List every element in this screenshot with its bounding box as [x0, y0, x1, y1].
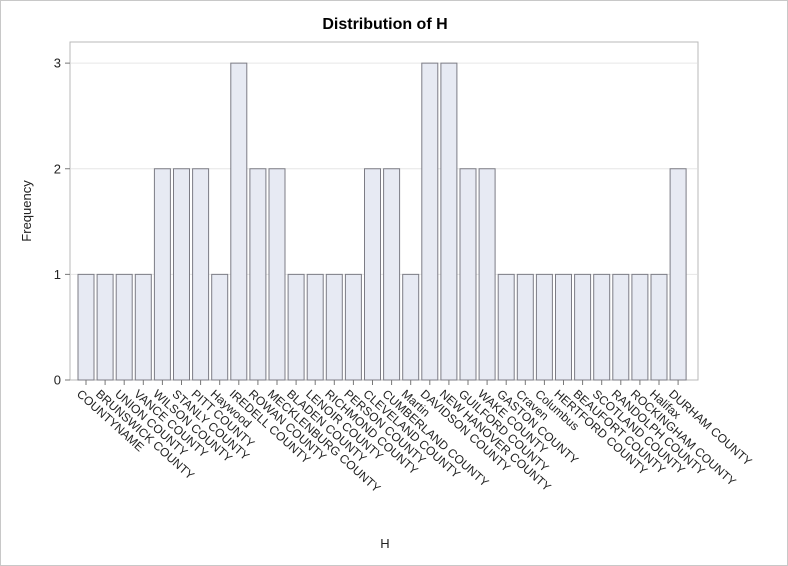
bar: [402, 273, 420, 381]
bar: [669, 168, 687, 381]
bar: [478, 168, 496, 381]
bar: [459, 168, 477, 381]
bar: [555, 273, 572, 381]
bar: [612, 273, 630, 381]
bar: [211, 273, 229, 381]
bar: [440, 62, 458, 381]
bar: [153, 168, 171, 381]
bar: [574, 273, 592, 381]
y-axis: 0 1 2 3: [54, 56, 70, 388]
bar: [516, 273, 534, 381]
bar: [364, 168, 381, 381]
bar: [383, 168, 401, 381]
x-axis-label: H: [380, 536, 389, 551]
bar: [77, 273, 95, 381]
bar: [421, 62, 439, 381]
y-tick-label: 2: [54, 161, 61, 176]
bar: [192, 168, 210, 381]
bar: [115, 273, 133, 381]
bar: [173, 168, 190, 381]
y-axis-label: Frequency: [19, 180, 34, 242]
bar: [650, 273, 668, 381]
bar: [96, 273, 114, 381]
bar: [249, 168, 267, 381]
bar: [306, 273, 324, 381]
bar: [344, 273, 362, 381]
y-tick-label: 3: [54, 56, 61, 71]
y-tick-label: 0: [54, 373, 61, 388]
bar: [134, 273, 152, 381]
bar: [230, 62, 248, 381]
chart-title: Distribution of H: [322, 16, 447, 33]
bar: [497, 273, 515, 381]
bar: [268, 168, 286, 381]
bar: [593, 273, 611, 381]
bar: [631, 273, 649, 381]
y-tick-label: 1: [54, 267, 61, 282]
bar: [325, 273, 343, 381]
bar: [287, 273, 305, 381]
bar: [535, 273, 553, 381]
